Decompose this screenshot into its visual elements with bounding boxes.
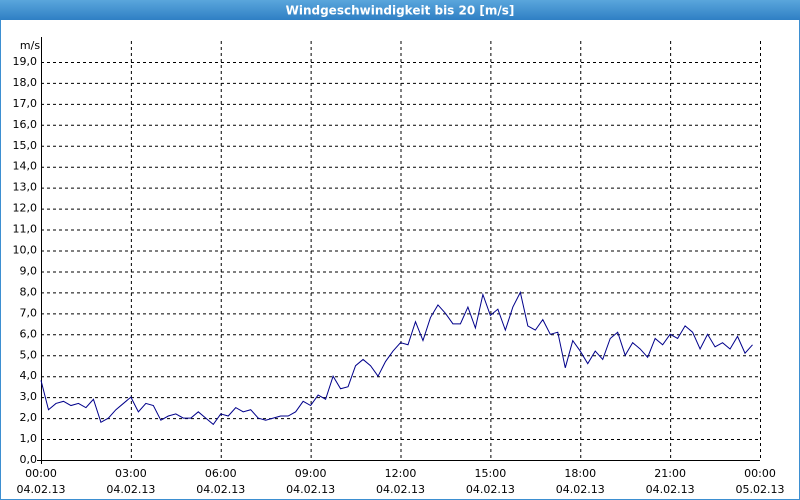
x-tick-label: 21:00 (654, 467, 686, 480)
y-tick-label: 3,0 (20, 390, 38, 403)
x-tick-date: 05.02.13 (736, 483, 785, 496)
x-tick-date: 04.02.13 (646, 483, 695, 496)
y-tick-label: 1,0 (20, 432, 38, 445)
x-tick-label: 12:00 (385, 467, 417, 480)
x-tick-label: 03:00 (115, 467, 147, 480)
y-tick-label: 17,0 (13, 97, 38, 110)
y-tick-label: 19,0 (13, 55, 38, 68)
y-tick-label: 4,0 (20, 369, 38, 382)
y-tick-label: 13,0 (13, 181, 38, 194)
x-tick-date: 04.02.13 (466, 483, 515, 496)
chart-title: Windgeschwindigkeit bis 20 [m/s] (286, 4, 515, 18)
y-tick-label: 12,0 (13, 202, 38, 215)
y-tick-label: 11,0 (13, 223, 38, 236)
x-tick-date: 04.02.13 (17, 483, 66, 496)
x-tick-label: 09:00 (295, 467, 327, 480)
x-tick-date: 04.02.13 (196, 483, 245, 496)
x-tick-label: 00:00 (744, 467, 776, 480)
y-tick-label: 10,0 (13, 244, 38, 257)
y-tick-label: 15,0 (13, 139, 38, 152)
y-tick-label: 7,0 (20, 306, 38, 319)
y-tick-label: 2,0 (20, 411, 38, 424)
y-tick-label: 16,0 (13, 118, 38, 131)
y-tick-label: 18,0 (13, 76, 38, 89)
x-tick-label: 18:00 (564, 467, 596, 480)
line (40, 290, 753, 426)
y-tick-label: 0,0 (20, 453, 38, 466)
x-tick-label: 00:00 (25, 467, 57, 480)
y-tick-label: 5,0 (20, 348, 38, 361)
x-tick-label: 15:00 (475, 467, 507, 480)
x-tick-label: 06:00 (205, 467, 237, 480)
y-tick-label: 6,0 (20, 327, 38, 340)
x-tick-date: 04.02.13 (376, 483, 425, 496)
x-tick-date: 04.02.13 (286, 483, 335, 496)
y-tick-label: 9,0 (20, 264, 38, 277)
x-tick-date: 04.02.13 (556, 483, 605, 496)
y-axis-label: m/s (20, 39, 40, 52)
y-tick-label: 14,0 (13, 160, 38, 173)
x-tick-date: 04.02.13 (106, 483, 155, 496)
y-tick-label: 8,0 (20, 285, 38, 298)
title-bar (0, 0, 800, 20)
